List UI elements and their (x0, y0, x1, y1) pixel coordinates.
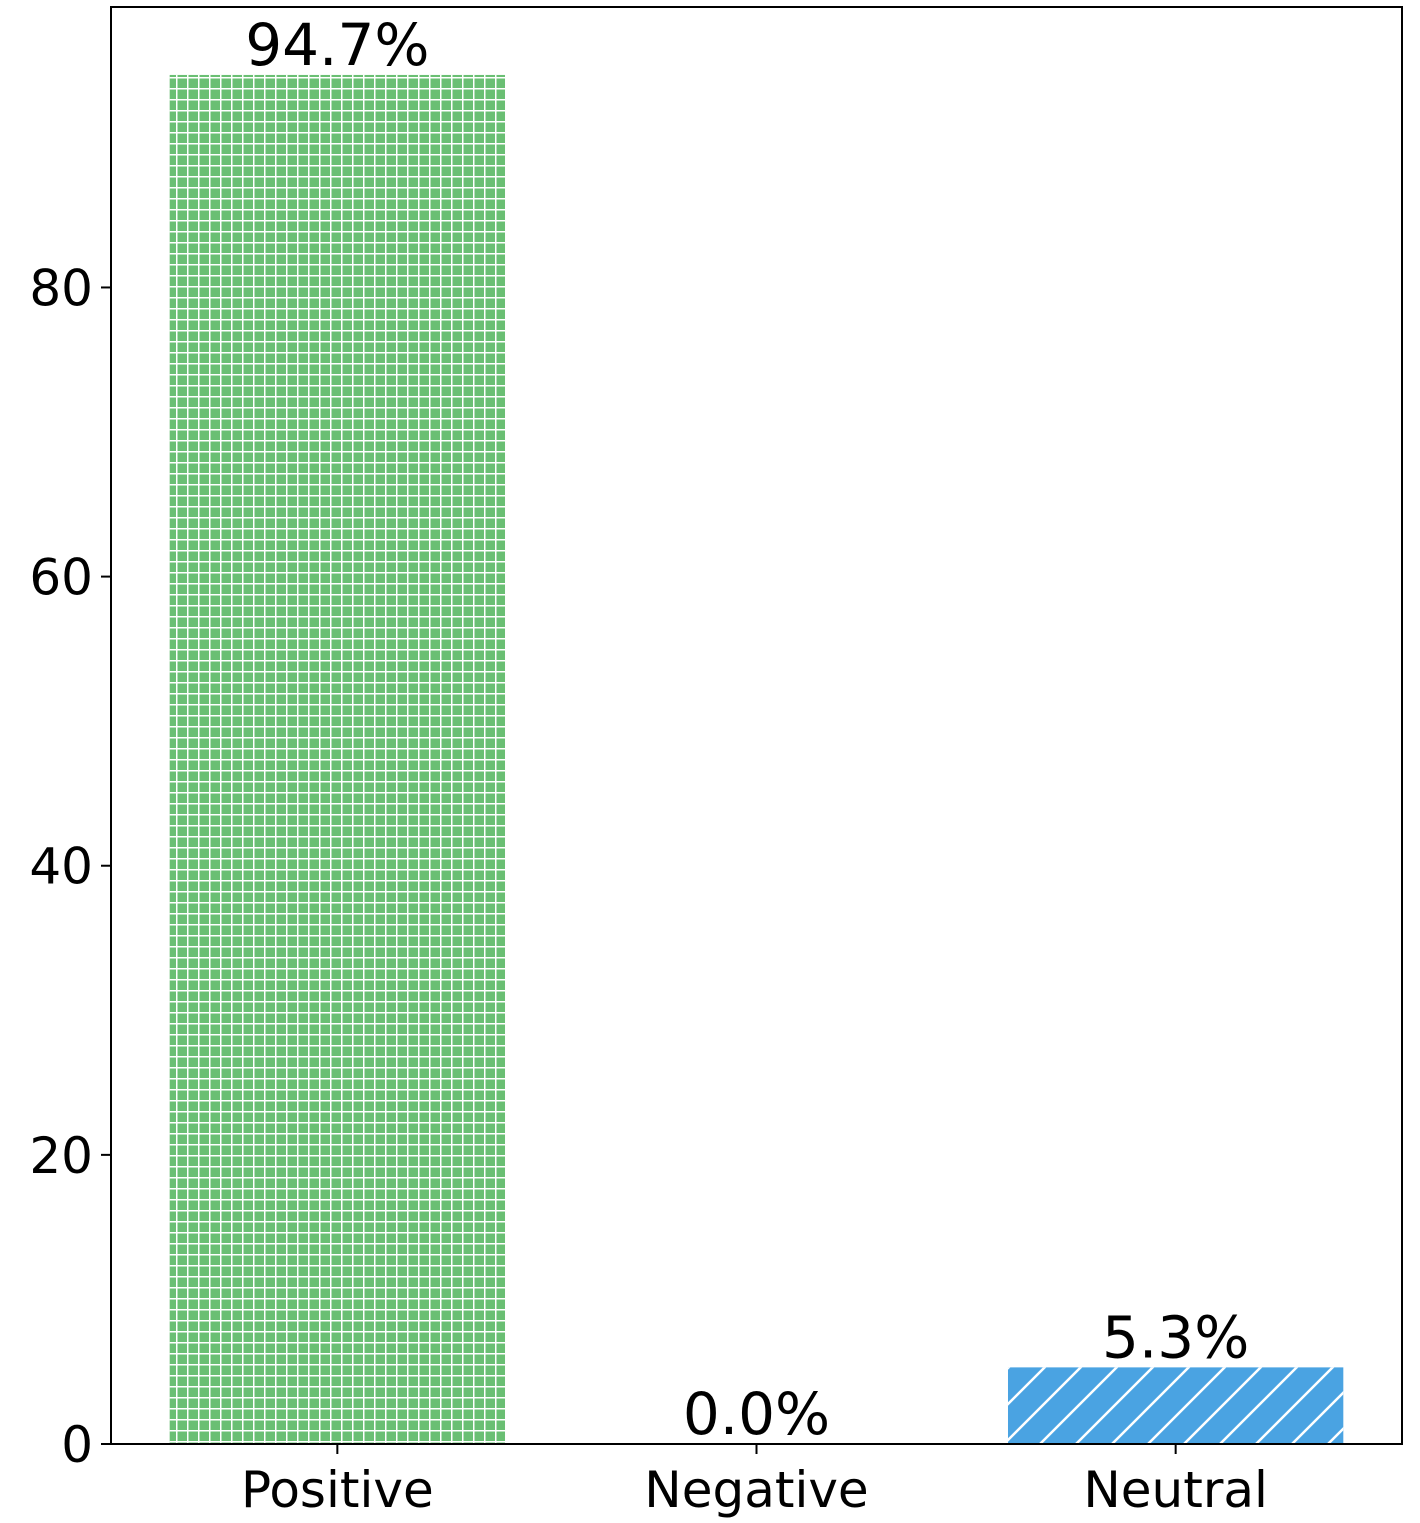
x-tick-label: Negative (644, 1461, 868, 1519)
value-label: 5.3% (1102, 1303, 1249, 1371)
x-tick-label: Neutral (1083, 1461, 1268, 1519)
plot-frame (110, 6, 1403, 1445)
value-label: 94.7% (245, 11, 429, 79)
y-tick-label: 80 (29, 259, 93, 317)
y-tick-label: 60 (29, 549, 93, 607)
y-tick-label: 40 (29, 838, 93, 896)
x-tick-label: Positive (241, 1461, 434, 1519)
y-tick-label: 20 (29, 1127, 93, 1185)
y-tick-label: 0 (61, 1416, 93, 1474)
value-label: 0.0% (683, 1380, 830, 1448)
bar-hatch (1007, 1367, 1344, 1444)
bar-hatch (169, 74, 506, 1445)
